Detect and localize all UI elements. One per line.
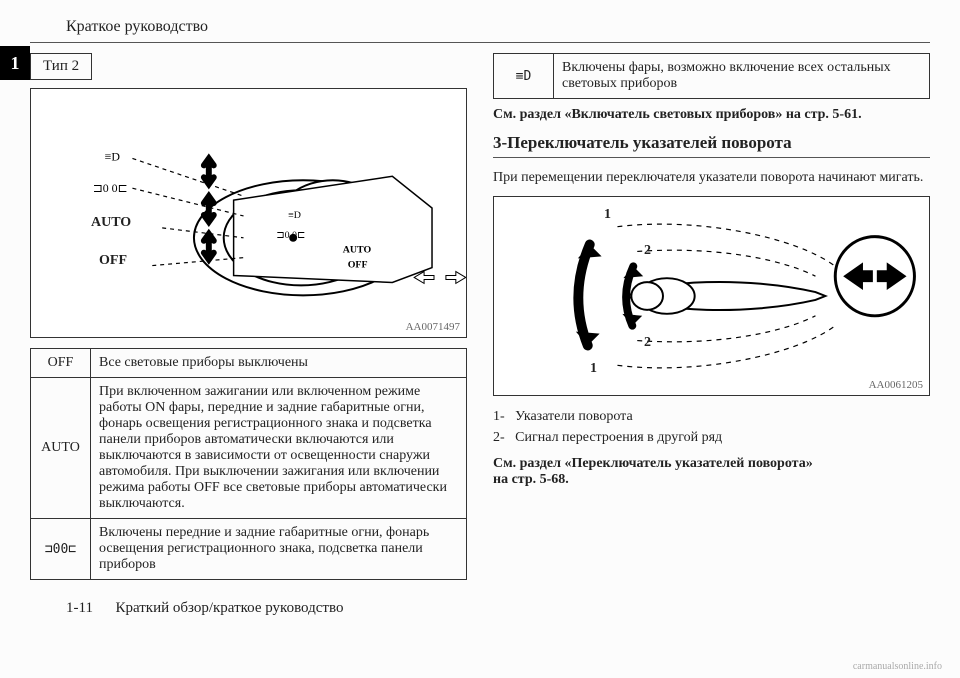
content-columns: Тип 2 ≡D ⊐0 0⊏ AUTO OFF <box>30 53 930 586</box>
svg-text:AUTO: AUTO <box>343 245 372 256</box>
legend-text: Указатели поворота <box>515 409 633 424</box>
footer-title: Краткий обзор/краткое руководство <box>115 600 343 616</box>
mode-text: При включенном зажигании или включенном … <box>91 378 467 519</box>
page-header: Краткое руководство <box>66 18 930 36</box>
header-rule <box>30 42 930 43</box>
table-row: OFF Все световые приборы выключены <box>31 349 467 378</box>
left-column: Тип 2 ≡D ⊐0 0⊏ AUTO OFF <box>30 53 467 586</box>
legend-row: 1- Указатели поворота <box>493 406 930 427</box>
legend-num: 1- <box>493 409 505 424</box>
figure-code-right: AA0061205 <box>869 379 923 391</box>
fig-num-1-bot: 1 <box>590 361 597 377</box>
mode-key: OFF <box>31 349 91 378</box>
svg-text:≡D: ≡D <box>288 210 301 221</box>
legend-num: 2- <box>493 430 505 445</box>
mode-key-icon: ⊐00⊏ <box>31 519 91 580</box>
figure-light-switch: ≡D ⊐0 0⊏ AUTO OFF ≡D ⊐0 0⊏ AUT <box>30 88 467 338</box>
legend-row: 2- Сигнал перестроения в другой ряд <box>493 427 930 448</box>
chapter-badge: 1 <box>0 46 30 80</box>
table-row: AUTO При включенном зажигании или включе… <box>31 378 467 519</box>
watermark: carmanualsonline.info <box>853 661 942 672</box>
figure-turn-signal: 1 2 2 1 AA0061205 <box>493 196 930 396</box>
see-ref-2b: на стр. 5-68. <box>493 472 569 487</box>
right-column: ≡D Включены фары, возможно включение все… <box>493 53 930 586</box>
page-footer: 1-11 Краткий обзор/краткое руководство <box>66 600 930 617</box>
mode-text: Включены передние и задние габаритные ог… <box>91 519 467 580</box>
see-ref-1: См. раздел «Включатель световых приборов… <box>493 107 930 123</box>
legend-text: Сигнал перестроения в другой ряд <box>515 430 722 445</box>
mode-key: AUTO <box>31 378 91 519</box>
svg-text:≡D: ≡D <box>105 149 121 163</box>
fig-num-2-top: 2 <box>644 243 651 259</box>
figure-code-left: AA0071497 <box>406 321 460 333</box>
fig-num-1-top: 1 <box>604 207 611 223</box>
mode-text: Все световые приборы выключены <box>91 349 467 378</box>
table-row: ⊐00⊏ Включены передние и задние габаритн… <box>31 519 467 580</box>
type-box: Тип 2 <box>30 53 92 80</box>
table-row: ≡D Включены фары, возможно включение все… <box>494 54 930 99</box>
section-title: 3-Переключатель указателей поворота <box>493 133 930 153</box>
fig-label-auto: AUTO <box>91 215 131 231</box>
see-ref-2: См. раздел «Переключатель указателей пов… <box>493 456 930 488</box>
svg-text:OFF: OFF <box>348 260 368 271</box>
section-body: При перемещении переключателя указатели … <box>493 168 930 188</box>
svg-text:⊐0 0⊏: ⊐0 0⊏ <box>93 181 128 195</box>
headlight-row-table: ≡D Включены фары, возможно включение все… <box>493 53 930 99</box>
light-switch-svg: ≡D ⊐0 0⊏ AUTO OFF ≡D ⊐0 0⊏ <box>31 89 466 337</box>
mode-text: Включены фары, возможно включение всех о… <box>554 54 930 99</box>
light-modes-table: OFF Все световые приборы выключены AUTO … <box>30 348 467 580</box>
mode-key-icon: ≡D <box>494 54 554 99</box>
fig-label-off: OFF <box>99 253 127 269</box>
section-rule <box>493 157 930 158</box>
svg-text:⊐0 0⊏: ⊐0 0⊏ <box>276 230 305 241</box>
turn-signal-svg <box>494 197 929 395</box>
fig-num-2-bot: 2 <box>644 335 651 351</box>
footer-page: 1-11 <box>66 600 93 616</box>
see-ref-2a: См. раздел «Переключатель указателей пов… <box>493 456 813 471</box>
figure-legend: 1- Указатели поворота 2- Сигнал перестро… <box>493 406 930 448</box>
